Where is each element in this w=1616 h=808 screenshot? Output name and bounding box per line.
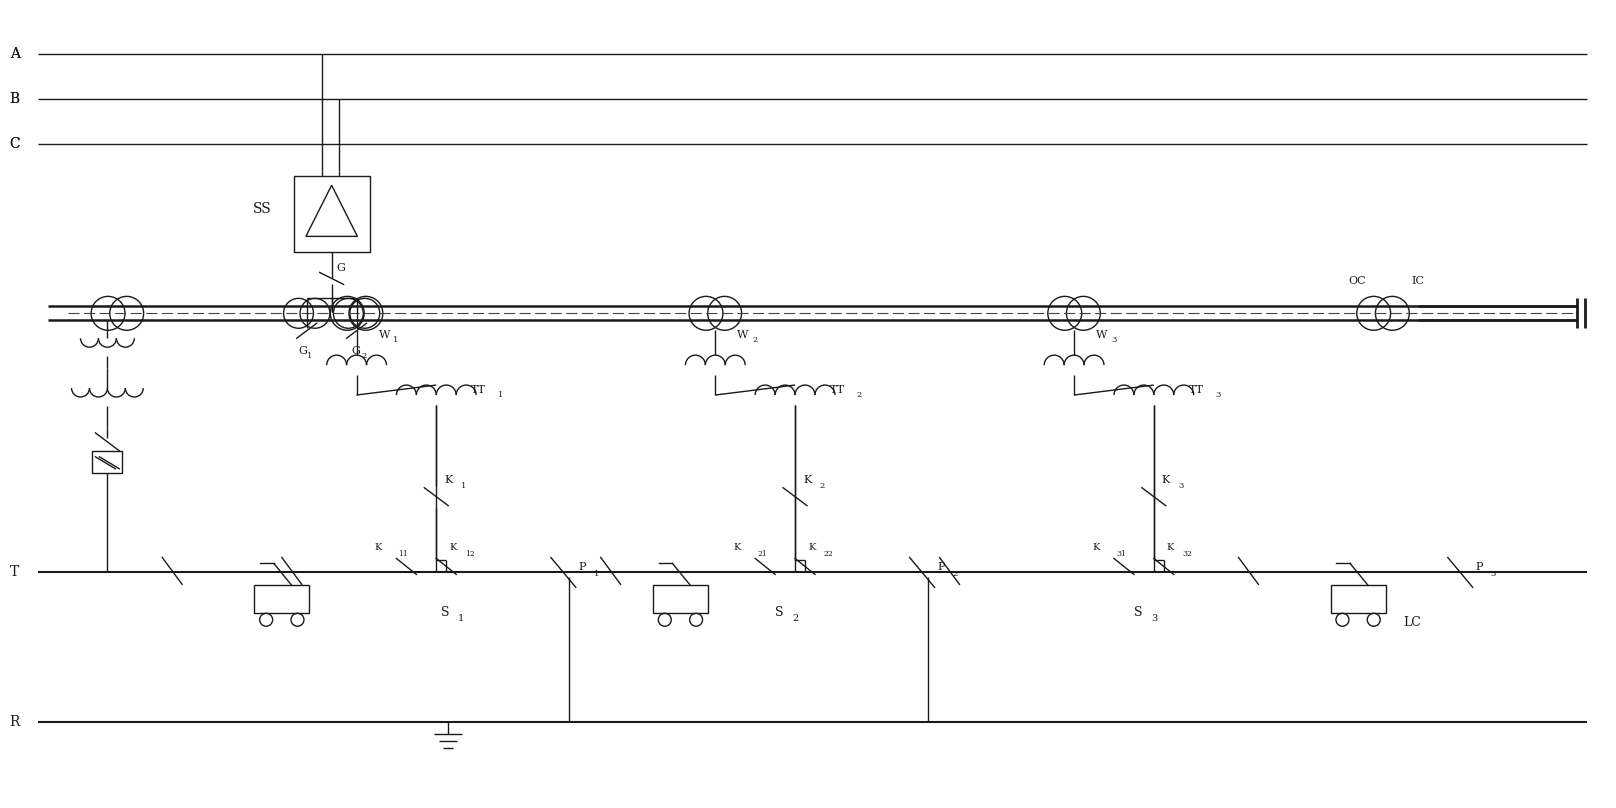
Bar (254, 585, 309, 613)
Text: 22: 22 (824, 550, 834, 558)
Text: S: S (1134, 606, 1143, 619)
Text: S: S (776, 606, 784, 619)
Text: K: K (808, 543, 816, 552)
Bar (92, 451, 123, 473)
Text: W: W (378, 330, 389, 340)
Text: 3: 3 (1178, 482, 1185, 490)
Bar (653, 585, 708, 613)
Text: A: A (10, 47, 19, 61)
Text: C: C (10, 137, 19, 151)
Text: K: K (1092, 543, 1099, 552)
Text: 3: 3 (1490, 570, 1496, 579)
Text: 31: 31 (1117, 550, 1126, 558)
Text: A: A (10, 47, 19, 61)
Text: K: K (734, 543, 740, 552)
Text: K: K (375, 543, 381, 552)
Text: 1: 1 (498, 391, 504, 399)
Text: B: B (10, 92, 19, 106)
Text: T: T (10, 566, 19, 579)
Text: G: G (352, 346, 360, 356)
Text: B: B (10, 92, 19, 106)
Text: 12: 12 (465, 550, 475, 558)
Text: S: S (441, 606, 449, 619)
Text: K: K (1167, 543, 1175, 552)
Text: 1: 1 (459, 614, 464, 623)
Text: K: K (449, 543, 457, 552)
Text: P: P (579, 562, 587, 572)
Bar (294, 176, 370, 251)
Text: TT: TT (831, 385, 845, 395)
Text: 1: 1 (393, 336, 399, 344)
Text: 2: 2 (362, 352, 367, 360)
Text: G: G (299, 346, 307, 356)
Text: K: K (1162, 475, 1170, 485)
Text: 2: 2 (856, 391, 861, 399)
Text: 3: 3 (1215, 391, 1222, 399)
Text: 3: 3 (1110, 336, 1117, 344)
Text: W: W (737, 330, 748, 340)
Text: 2: 2 (819, 482, 826, 490)
Text: G: G (336, 263, 346, 273)
Bar (1330, 585, 1385, 613)
Text: 21: 21 (758, 550, 768, 558)
Text: C: C (10, 137, 19, 151)
Text: 32: 32 (1183, 550, 1193, 558)
Text: TT: TT (1189, 385, 1204, 395)
Text: LC: LC (1403, 616, 1420, 629)
Text: 1: 1 (461, 482, 467, 490)
Text: TT: TT (472, 385, 486, 395)
Text: 2: 2 (952, 570, 958, 579)
Text: W: W (1096, 330, 1107, 340)
Text: OC: OC (1348, 276, 1366, 286)
Text: 2: 2 (792, 614, 798, 623)
Text: SS: SS (254, 202, 271, 216)
Text: 1: 1 (307, 352, 312, 360)
Text: IC: IC (1411, 276, 1424, 286)
Text: K: K (803, 475, 811, 485)
Text: 11: 11 (399, 550, 409, 558)
Text: K: K (444, 475, 452, 485)
Text: R: R (10, 715, 19, 729)
Text: 1: 1 (593, 570, 600, 579)
Text: 3: 3 (1151, 614, 1157, 623)
Text: 2: 2 (751, 336, 758, 344)
Text: P: P (937, 562, 945, 572)
Text: P: P (1475, 562, 1483, 572)
